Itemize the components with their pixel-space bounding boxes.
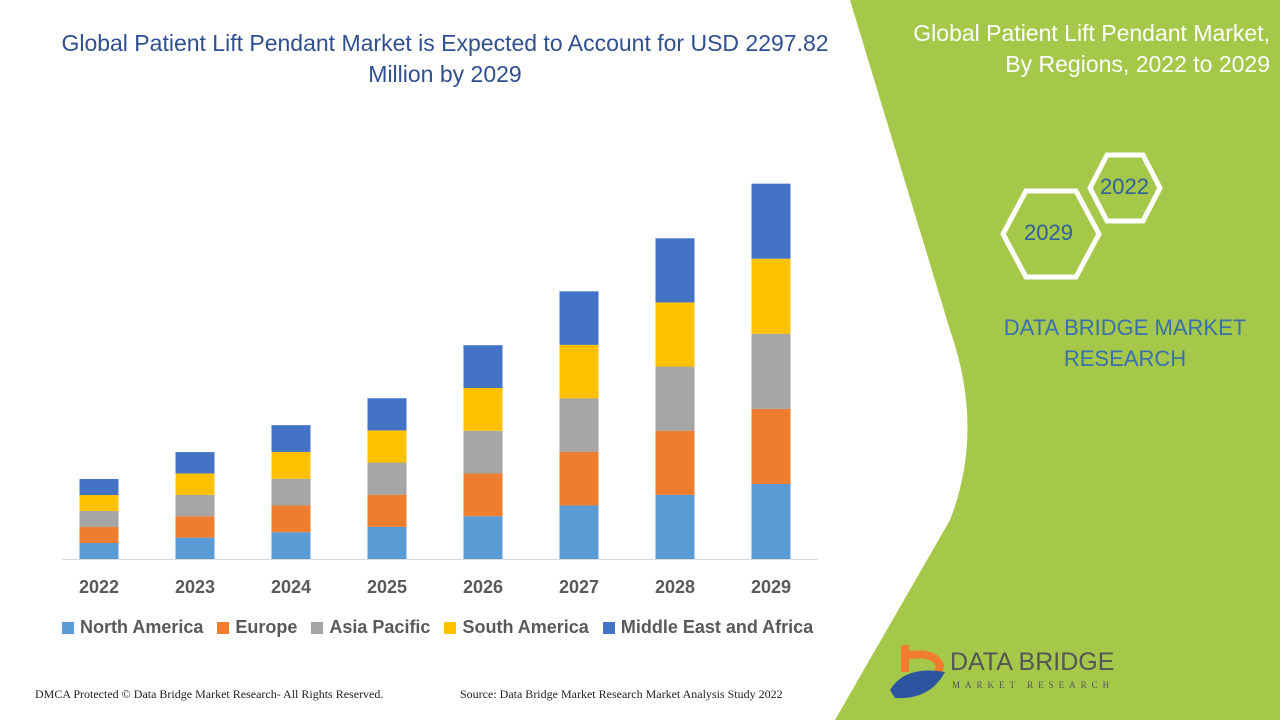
- legend-item: Asia Pacific: [311, 617, 430, 638]
- brand-name: DATA BRIDGE MARKET RESEARCH: [1003, 315, 1247, 371]
- legend-item: South America: [444, 617, 589, 638]
- chart-title: Global Patient Lift Pendant Market is Ex…: [61, 30, 829, 87]
- legend-label: Asia Pacific: [329, 617, 431, 637]
- source-text: Source: Data Bridge Market Research Mark…: [460, 687, 783, 701]
- badge-start-year: 2022: [1100, 174, 1149, 199]
- legend-label: Europe: [235, 617, 298, 637]
- legend-item: North America: [62, 617, 203, 638]
- legend-swatch: [311, 621, 324, 634]
- legend-item: Europe: [217, 617, 297, 638]
- copyright-text: DMCA Protected © Data Bridge Market Rese…: [35, 687, 384, 701]
- badge-end-year: 2029: [1024, 220, 1073, 245]
- logo-subtext: MARKET RESEARCH: [952, 680, 1115, 690]
- legend-swatch: [444, 621, 457, 634]
- logo-mark-blue: [890, 670, 945, 699]
- logo-text: DATA BRIDGE: [950, 648, 1115, 676]
- legend: North America Europe Asia Pacific South Ame…: [62, 617, 813, 638]
- legend-label: South America: [462, 617, 589, 637]
- hexagon-2029: [1000, 188, 1102, 280]
- side-title: Global Patient Lift Pendant Market, By R…: [913, 20, 1270, 77]
- legend-item: Middle East and Africa: [602, 617, 814, 638]
- legend-swatch: [62, 621, 74, 634]
- legend-label: North America: [80, 617, 204, 637]
- green-panel: [835, 0, 1280, 720]
- legend-swatch: [602, 621, 615, 634]
- legend-label: Middle East and Africa: [620, 617, 814, 637]
- hexagon-2022: [1087, 152, 1163, 224]
- legend-swatch: [217, 621, 230, 634]
